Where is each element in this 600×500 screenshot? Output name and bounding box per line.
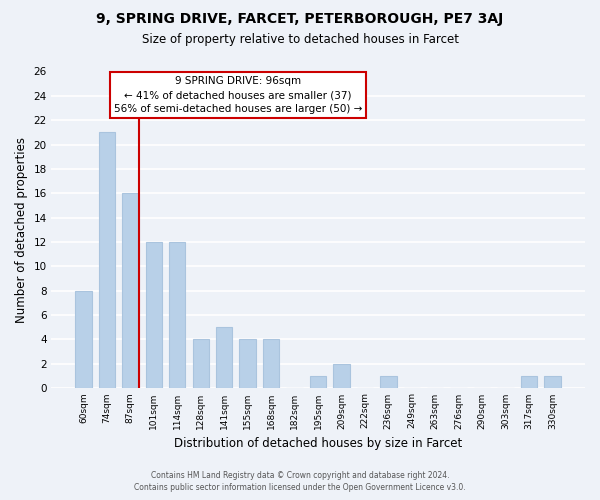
Bar <box>333 364 350 388</box>
Bar <box>98 132 115 388</box>
Bar <box>122 194 139 388</box>
Bar <box>310 376 326 388</box>
Text: Contains HM Land Registry data © Crown copyright and database right 2024.
Contai: Contains HM Land Registry data © Crown c… <box>134 471 466 492</box>
Bar <box>193 340 209 388</box>
Bar <box>521 376 537 388</box>
Bar <box>146 242 162 388</box>
Bar <box>263 340 279 388</box>
Text: Size of property relative to detached houses in Farcet: Size of property relative to detached ho… <box>142 32 458 46</box>
Text: 9 SPRING DRIVE: 96sqm
← 41% of detached houses are smaller (37)
56% of semi-deta: 9 SPRING DRIVE: 96sqm ← 41% of detached … <box>113 76 362 114</box>
Bar <box>75 290 92 388</box>
Text: 9, SPRING DRIVE, FARCET, PETERBOROUGH, PE7 3AJ: 9, SPRING DRIVE, FARCET, PETERBOROUGH, P… <box>97 12 503 26</box>
Y-axis label: Number of detached properties: Number of detached properties <box>15 137 28 323</box>
Bar <box>544 376 561 388</box>
X-axis label: Distribution of detached houses by size in Farcet: Distribution of detached houses by size … <box>174 437 462 450</box>
Bar <box>216 327 232 388</box>
Bar <box>380 376 397 388</box>
Bar <box>239 340 256 388</box>
Bar <box>169 242 185 388</box>
